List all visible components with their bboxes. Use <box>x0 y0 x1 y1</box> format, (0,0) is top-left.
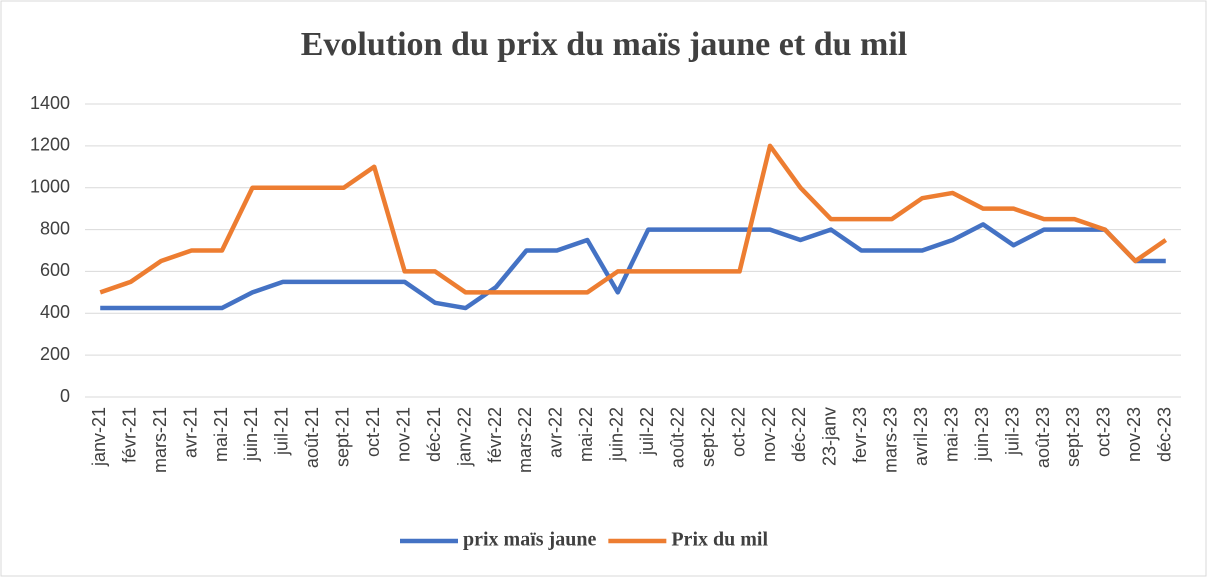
y-tick-label: 1400 <box>30 93 70 113</box>
x-tick-label: mars-22 <box>515 407 535 473</box>
x-tick-label: juil-23 <box>1002 407 1022 456</box>
x-tick-label: juin-21 <box>241 407 261 462</box>
x-tick-label: oct-22 <box>728 407 748 457</box>
x-tick-label: mai-22 <box>576 407 596 462</box>
x-tick-label: déc-22 <box>789 407 809 462</box>
x-tick-label: janv-22 <box>454 407 474 467</box>
x-tick-label: sept-21 <box>333 407 353 467</box>
x-tick-label: juil-22 <box>637 407 657 456</box>
x-tick-label: août-21 <box>302 407 322 468</box>
x-tick-label: mai-23 <box>941 407 961 462</box>
y-tick-label: 400 <box>40 302 70 322</box>
x-tick-label: janv-21 <box>89 407 109 467</box>
x-tick-label: févr-21 <box>119 407 139 463</box>
x-tick-label: mars-23 <box>881 407 901 473</box>
x-tick-label: fevr-23 <box>850 407 870 463</box>
y-tick-label: 200 <box>40 344 70 364</box>
x-tick-label: sept-23 <box>1063 407 1083 467</box>
x-tick-label: avr-21 <box>180 407 200 458</box>
x-tick-label: août-23 <box>1033 407 1053 468</box>
series-line <box>100 222 1166 311</box>
y-tick-label: 1200 <box>30 135 70 155</box>
series-line <box>99 143 1168 295</box>
x-tick-label: déc-23 <box>1155 407 1175 462</box>
chart-title: Evolution du prix du maïs jaune et du mi… <box>301 26 907 63</box>
legend-label: prix maïs jaune <box>463 529 596 551</box>
legend-label: Prix du mil <box>671 529 768 551</box>
x-tick-label: sept-22 <box>698 407 718 467</box>
x-tick-label: juin-23 <box>972 407 992 462</box>
y-tick-label: 800 <box>40 218 70 238</box>
y-tick-label: 0 <box>60 386 70 406</box>
x-tick-label: nov-23 <box>1124 407 1144 462</box>
x-tick-label: avril-23 <box>911 407 931 466</box>
x-tick-label: mai-21 <box>211 407 231 462</box>
x-tick-label: mars-21 <box>150 407 170 473</box>
x-tick-label: oct-21 <box>363 407 383 457</box>
y-tick-label: 600 <box>40 260 70 280</box>
x-tick-label: juil-21 <box>272 407 292 456</box>
x-tick-label: nov-21 <box>393 407 413 462</box>
x-tick-label: nov-22 <box>759 407 779 462</box>
x-tick-label: oct-23 <box>1094 407 1114 457</box>
x-tick-label: déc-21 <box>424 407 444 462</box>
x-tick-label: avr-22 <box>546 407 566 458</box>
x-tick-label: févr-22 <box>485 407 505 463</box>
x-tick-label: juin-22 <box>607 407 627 462</box>
y-tick-label: 1000 <box>30 176 70 196</box>
x-tick-label: 23-janv <box>820 407 840 466</box>
x-tick-label: août-22 <box>667 407 687 468</box>
